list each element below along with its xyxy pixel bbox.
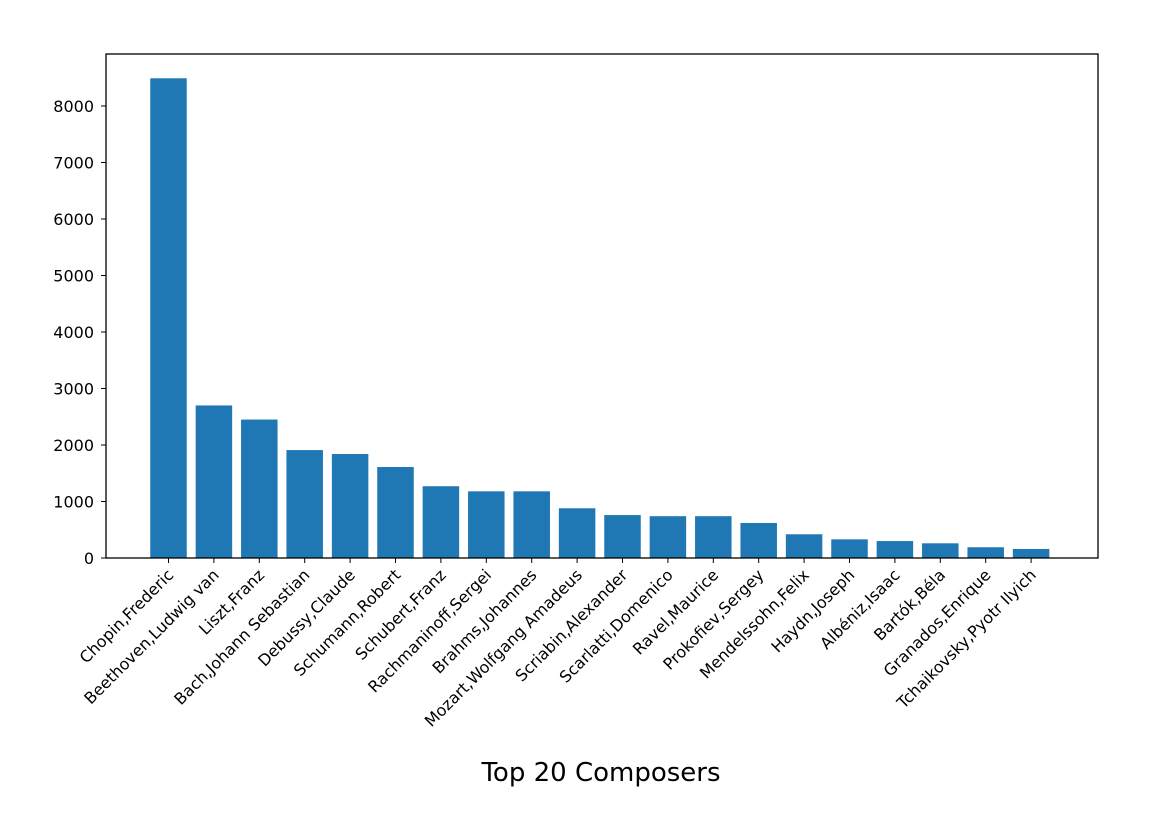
bar xyxy=(331,454,369,558)
bar xyxy=(558,508,596,558)
bar xyxy=(241,419,278,558)
bar xyxy=(513,491,550,558)
y-tick-label: 5000 xyxy=(53,266,94,285)
bar xyxy=(1012,548,1050,558)
bar xyxy=(468,491,505,558)
bar xyxy=(695,516,732,558)
y-axis: 0 1000 2000 3000 4000 5000 6000 7000 8000 xyxy=(53,97,106,568)
y-tick-label: 7000 xyxy=(53,153,94,172)
plot-frame xyxy=(105,53,1099,559)
bar xyxy=(377,467,414,558)
y-tick-label: 4000 xyxy=(53,323,94,342)
bar xyxy=(649,516,687,558)
bar xyxy=(422,486,460,558)
bar xyxy=(831,539,868,558)
bars-group xyxy=(150,78,1050,559)
y-tick-label: 6000 xyxy=(53,210,94,229)
bar xyxy=(604,515,641,558)
bar xyxy=(150,78,187,559)
bar xyxy=(195,405,233,558)
x-axis-label: Top 20 Composers xyxy=(480,758,720,788)
bar xyxy=(967,547,1004,558)
bar xyxy=(785,534,823,558)
bar xyxy=(922,543,959,558)
y-tick-label: 3000 xyxy=(53,379,94,398)
bar xyxy=(286,450,323,558)
y-tick-label: 8000 xyxy=(53,97,94,116)
y-tick-label: 2000 xyxy=(53,436,94,455)
y-tick-label: 1000 xyxy=(53,492,94,511)
y-tick-label: 0 xyxy=(84,549,94,568)
bar xyxy=(876,541,914,558)
bar xyxy=(740,522,777,558)
